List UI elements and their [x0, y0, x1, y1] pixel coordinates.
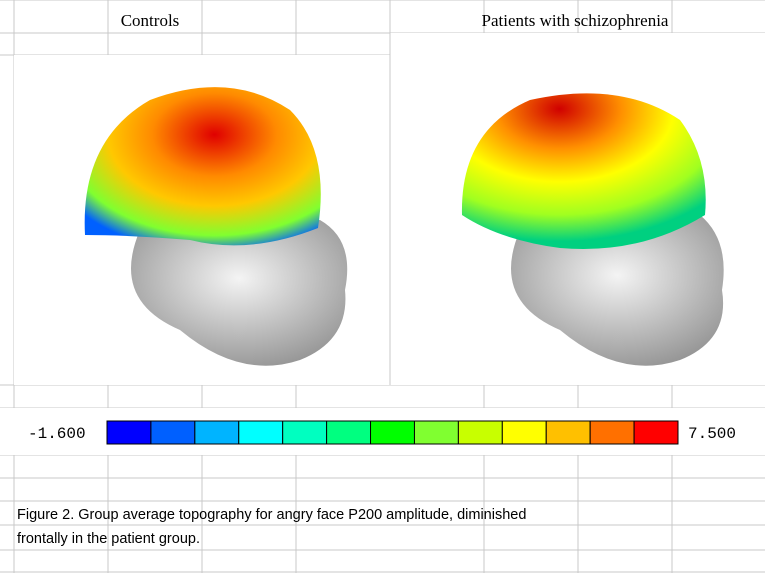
head-patients — [461, 93, 724, 366]
head-controls — [84, 87, 348, 366]
colorbar-swatch — [633, 420, 679, 445]
colorbar-swatch — [370, 420, 415, 445]
column-header: Controls — [121, 11, 180, 30]
caption-line: Figure 2. Group average topography for a… — [17, 507, 526, 523]
colorbar-min: -1.600 — [28, 425, 86, 443]
caption-line: frontally in the patient group. — [17, 531, 200, 547]
column-header: Patients with schizophrenia — [482, 11, 669, 30]
colorbar-swatch — [194, 420, 240, 445]
colorbar-swatch — [457, 420, 503, 445]
colorbar-swatch — [282, 420, 328, 445]
colorbar-swatch — [238, 420, 284, 445]
colorbar-max: 7.500 — [688, 425, 736, 443]
colorbar-swatch — [501, 420, 547, 445]
colorbar-swatch — [150, 420, 196, 445]
colorbar-swatch — [326, 420, 372, 445]
colorbar-swatch — [413, 420, 459, 445]
colorbar — [106, 420, 679, 445]
colorbar-swatch — [545, 420, 591, 445]
colorbar-swatch — [106, 420, 152, 445]
colorbar-swatch — [589, 420, 635, 445]
